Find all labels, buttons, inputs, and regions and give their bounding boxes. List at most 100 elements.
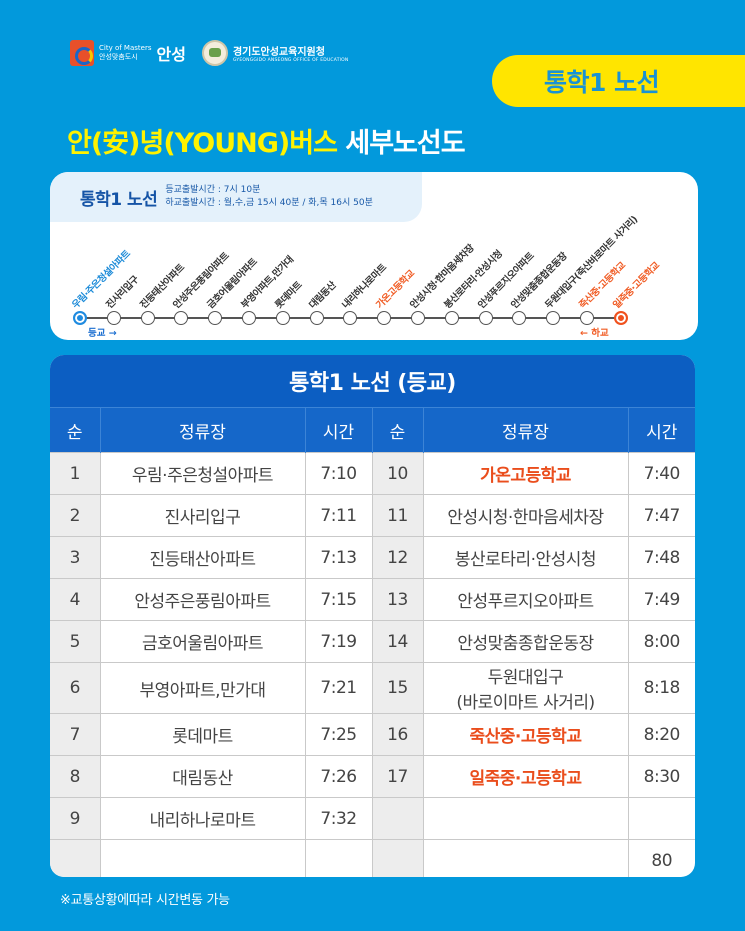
stop-marker-icon (174, 311, 189, 325)
stop-name-line1: 안성맞춤종합운동장 (457, 634, 594, 654)
stop-name-line2: (바로이마트 사거리) (456, 693, 595, 713)
stop-order: 6 (50, 662, 101, 714)
direction-from-school: ← 하교 (580, 328, 609, 339)
stop-name-line1: 가온고등학교 (480, 466, 571, 486)
stop-name: 안성주은풍림아파트 (99, 578, 306, 621)
stop-marker-icon (106, 311, 121, 325)
stop-order: 15 (371, 662, 424, 714)
afternoon-departure-time: 하교출발시간 : 월,수,금 15시 40분 / 화,목 16시 50분 (165, 198, 373, 208)
schedule-table-title: 통학1 노선 (등교) (50, 355, 695, 407)
col-header-time: 시간 (627, 407, 695, 453)
stop-name: 봉산로타리·안성시청 (422, 536, 629, 579)
logo-bar: City of Masters 안성맞춤도시 안성 경기도안성교육지원청 GYE… (70, 40, 349, 66)
stop-order: 9 (50, 797, 101, 840)
morning-departure-time: 등교출발시간 : 7시 10분 (165, 185, 261, 195)
stop-marker-icon (444, 311, 459, 325)
stop-marker-icon (275, 311, 290, 325)
stop-order: 12 (371, 536, 424, 579)
stop-time: 7:15 (304, 578, 373, 621)
title-route-map: 세부노선도 (345, 128, 465, 159)
stop-name (422, 797, 629, 840)
stop-marker-icon (343, 311, 358, 325)
city-tagline-ko: 안성맞춤도시 (99, 53, 138, 61)
stop-name-line1: 안성푸르지오아파트 (457, 592, 594, 612)
table-row: 4 안성주은풍림아파트 7:15 13 안성푸르지오아파트 7:49 (50, 578, 695, 621)
stop-name: 롯데마트 (99, 713, 306, 756)
table-row: 6 부영아파트,만가대 7:21 15 두원대입구 (바로이마트 사거리) 8:18 (50, 662, 695, 714)
stop-order (371, 839, 424, 877)
city-name: 안성 (156, 45, 186, 64)
stop-time: 7:21 (304, 662, 373, 714)
route-map-name: 통학1 노선 (80, 189, 158, 210)
traffic-footnote: ※교통상황에따라 시간변동 가능 (60, 893, 230, 908)
schedule-table: 순 정류장 시간 순 정류장 시간 1 우림·주은청설아파트 7:10 10 가온고등학… (50, 407, 695, 877)
col-header-order: 순 (371, 407, 423, 453)
stop-time (304, 839, 373, 877)
stop-marker-icon (580, 311, 594, 325)
education-office-name: 경기도안성교육지원청 (232, 47, 325, 58)
stop-marker-icon (309, 311, 324, 325)
stop-time: 8:20 (627, 713, 695, 756)
stop-name: 두원대입구 (바로이마트 사거리) (422, 662, 629, 714)
stop-order: 16 (371, 713, 424, 756)
stop-label: 대림동산 (306, 279, 338, 311)
stop-name: 부영아파트,만가대 (99, 662, 306, 714)
stop-order: 13 (371, 578, 424, 621)
stop-name: 일죽중·고등학교 (422, 755, 629, 798)
direction-to-school: 등교 → (88, 328, 117, 339)
stop-name: 안성시청·한마음세차장 (422, 494, 629, 537)
table-row: 2 진사리입구 7:11 11 안성시청·한마음세차장 7:47 (50, 494, 695, 537)
stop-order: 2 (50, 494, 101, 537)
schedule-table-card: 통학1 노선 (등교) 순 정류장 시간 순 정류장 시간 1 우림·주은청설아파… (50, 355, 695, 877)
stop-time: 80 (627, 839, 695, 877)
city-emblem-icon (70, 40, 94, 66)
stop-name-line1: 죽산중·고등학교 (469, 727, 582, 747)
stop-order: 1 (50, 452, 101, 495)
stop-order: 4 (50, 578, 101, 621)
stop-time: 8:18 (627, 662, 695, 714)
stop-time (627, 797, 695, 840)
stop-name: 안성맞춤종합운동장 (422, 620, 629, 663)
page-title: 안(安)녕(YOUNG)버스 세부노선도 (67, 121, 466, 160)
stop-marker-icon (140, 311, 155, 325)
stop-order: 17 (371, 755, 424, 798)
city-tagline-en: City of Masters (99, 44, 152, 52)
stop-time: 7:40 (627, 452, 695, 495)
stop-marker-icon (208, 311, 223, 325)
stop-order: 11 (371, 494, 424, 537)
table-row: 8 대림동산 7:26 17 일죽중·고등학교 8:30 (50, 755, 695, 798)
stop-marker-icon (512, 311, 527, 325)
stop-name: 죽산중·고등학교 (422, 713, 629, 756)
route-map-card: 통학1 노선 등교출발시간 : 7시 10분 하교출발시간 : 월,수,금 15… (50, 172, 698, 340)
stop-name: 내리하나로마트 (99, 797, 306, 840)
stop-name: 안성푸르지오아파트 (422, 578, 629, 621)
stop-marker-icon (613, 311, 628, 325)
stop-name: 진사리입구 (99, 494, 306, 537)
stop-name-line1: 안성시청·한마음세차장 (447, 508, 604, 528)
education-office-logo: 경기도안성교육지원청 GYEONGGIDO ANSEONG OFFICE OF … (201, 40, 349, 66)
col-header-stop: 정류장 (99, 407, 305, 453)
stop-marker-icon (73, 311, 87, 325)
stop-name: 금호어울림아파트 (99, 620, 306, 663)
table-row: 7 롯데마트 7:25 16 죽산중·고등학교 8:20 (50, 713, 695, 756)
stop-marker-icon (411, 311, 425, 325)
stop-order: 8 (50, 755, 101, 798)
stop-time: 7:47 (627, 494, 695, 537)
title-bus-name: 안(安)녕(YOUNG)버스 (67, 128, 338, 159)
col-header-order: 순 (50, 407, 100, 453)
stop-time: 7:13 (304, 536, 373, 579)
stop-marker-icon (242, 311, 256, 325)
stop-name: 우림·주은청설아파트 (99, 452, 306, 495)
stop-time: 8:30 (627, 755, 695, 798)
stop-name: 진등태산아파트 (99, 536, 306, 579)
stop-name: 가온고등학교 (422, 452, 629, 495)
stop-time: 7:11 (304, 494, 373, 537)
stop-order: 5 (50, 620, 101, 663)
stop-time: 8:00 (627, 620, 695, 663)
stop-order (371, 797, 424, 840)
stop-name (422, 839, 629, 877)
education-office-subtitle: GYEONGGIDO ANSEONG OFFICE OF EDUCATION (232, 58, 349, 63)
stop-marker-icon (377, 311, 392, 325)
stop-time: 7:10 (304, 452, 373, 495)
stop-marker-icon (478, 311, 493, 325)
